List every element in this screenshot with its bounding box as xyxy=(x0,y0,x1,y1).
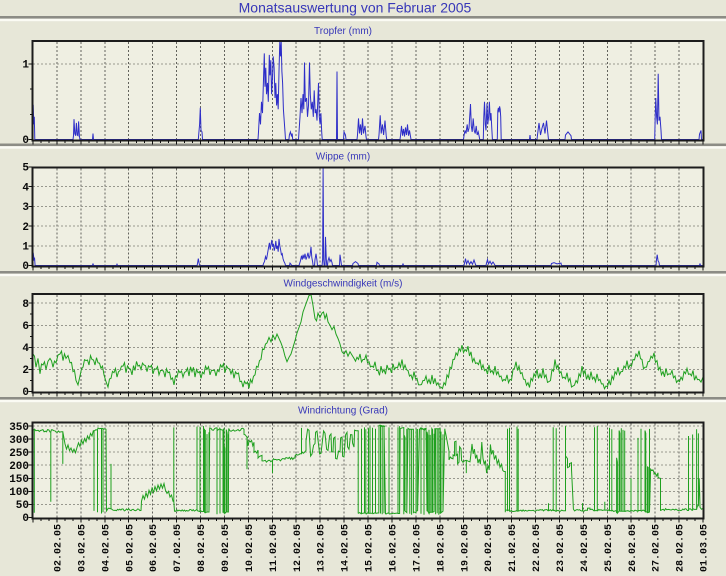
svg-text:22.02.05: 22.02.05 xyxy=(532,524,543,572)
svg-text:23.02.05: 23.02.05 xyxy=(556,524,567,572)
svg-text:13.02.05: 13.02.05 xyxy=(317,524,328,572)
svg-text:Windrichtung (Grad): Windrichtung (Grad) xyxy=(298,405,388,416)
svg-text:100: 100 xyxy=(9,487,29,499)
svg-text:3: 3 xyxy=(22,202,29,214)
svg-text:350: 350 xyxy=(9,422,29,434)
svg-text:0: 0 xyxy=(22,387,29,399)
svg-text:06.02.05: 06.02.05 xyxy=(149,524,160,572)
svg-text:8: 8 xyxy=(22,299,29,311)
svg-text:28.02.05: 28.02.05 xyxy=(676,524,687,572)
svg-text:01.03.05: 01.03.05 xyxy=(700,524,711,572)
svg-text:15.02.05: 15.02.05 xyxy=(365,524,376,572)
svg-text:16.02.05: 16.02.05 xyxy=(389,524,400,572)
svg-text:12.02.05: 12.02.05 xyxy=(293,524,304,572)
svg-text:09.02.05: 09.02.05 xyxy=(221,524,232,572)
svg-text:07.02.05: 07.02.05 xyxy=(173,524,184,572)
svg-text:Monatsauswertung von Februar 2: Monatsauswertung von Februar 2005 xyxy=(239,0,472,16)
svg-text:27.02.05: 27.02.05 xyxy=(652,524,663,572)
svg-text:05.02.05: 05.02.05 xyxy=(125,524,136,572)
svg-text:11.02.05: 11.02.05 xyxy=(269,524,280,572)
svg-text:Windgeschwindigkeit (m/s): Windgeschwindigkeit (m/s) xyxy=(284,278,403,289)
svg-text:200: 200 xyxy=(9,461,29,473)
svg-text:5: 5 xyxy=(22,163,29,175)
svg-text:26.02.05: 26.02.05 xyxy=(628,524,639,572)
svg-text:19.02.05: 19.02.05 xyxy=(460,524,471,572)
svg-text:0: 0 xyxy=(22,261,29,273)
svg-text:21.02.05: 21.02.05 xyxy=(508,524,519,572)
svg-text:300: 300 xyxy=(9,435,29,447)
svg-text:24.02.05: 24.02.05 xyxy=(580,524,591,572)
svg-text:17.02.05: 17.02.05 xyxy=(413,524,424,572)
svg-text:03.02.05: 03.02.05 xyxy=(78,524,89,572)
svg-text:150: 150 xyxy=(9,474,29,486)
svg-text:4: 4 xyxy=(22,182,29,194)
svg-text:Tropfer (mm): Tropfer (mm) xyxy=(314,26,372,37)
svg-text:02.02.05: 02.02.05 xyxy=(54,524,65,572)
svg-text:25.02.05: 25.02.05 xyxy=(604,524,615,572)
svg-text:08.02.05: 08.02.05 xyxy=(197,524,208,572)
svg-text:250: 250 xyxy=(9,448,29,460)
svg-text:2: 2 xyxy=(22,222,29,234)
svg-text:1: 1 xyxy=(22,242,29,254)
svg-text:04.02.05: 04.02.05 xyxy=(101,524,112,572)
svg-text:2: 2 xyxy=(22,365,29,377)
svg-text:10.02.05: 10.02.05 xyxy=(245,524,256,572)
svg-text:18.02.05: 18.02.05 xyxy=(436,524,447,572)
svg-text:4: 4 xyxy=(22,343,29,355)
svg-text:1: 1 xyxy=(22,60,29,72)
svg-text:0: 0 xyxy=(22,135,29,147)
svg-text:20.02.05: 20.02.05 xyxy=(484,524,495,572)
svg-text:14.02.05: 14.02.05 xyxy=(341,524,352,572)
svg-text:Wippe (mm): Wippe (mm) xyxy=(316,152,370,163)
svg-text:6: 6 xyxy=(22,321,29,333)
svg-text:0: 0 xyxy=(22,513,29,525)
svg-text:50: 50 xyxy=(16,500,29,512)
